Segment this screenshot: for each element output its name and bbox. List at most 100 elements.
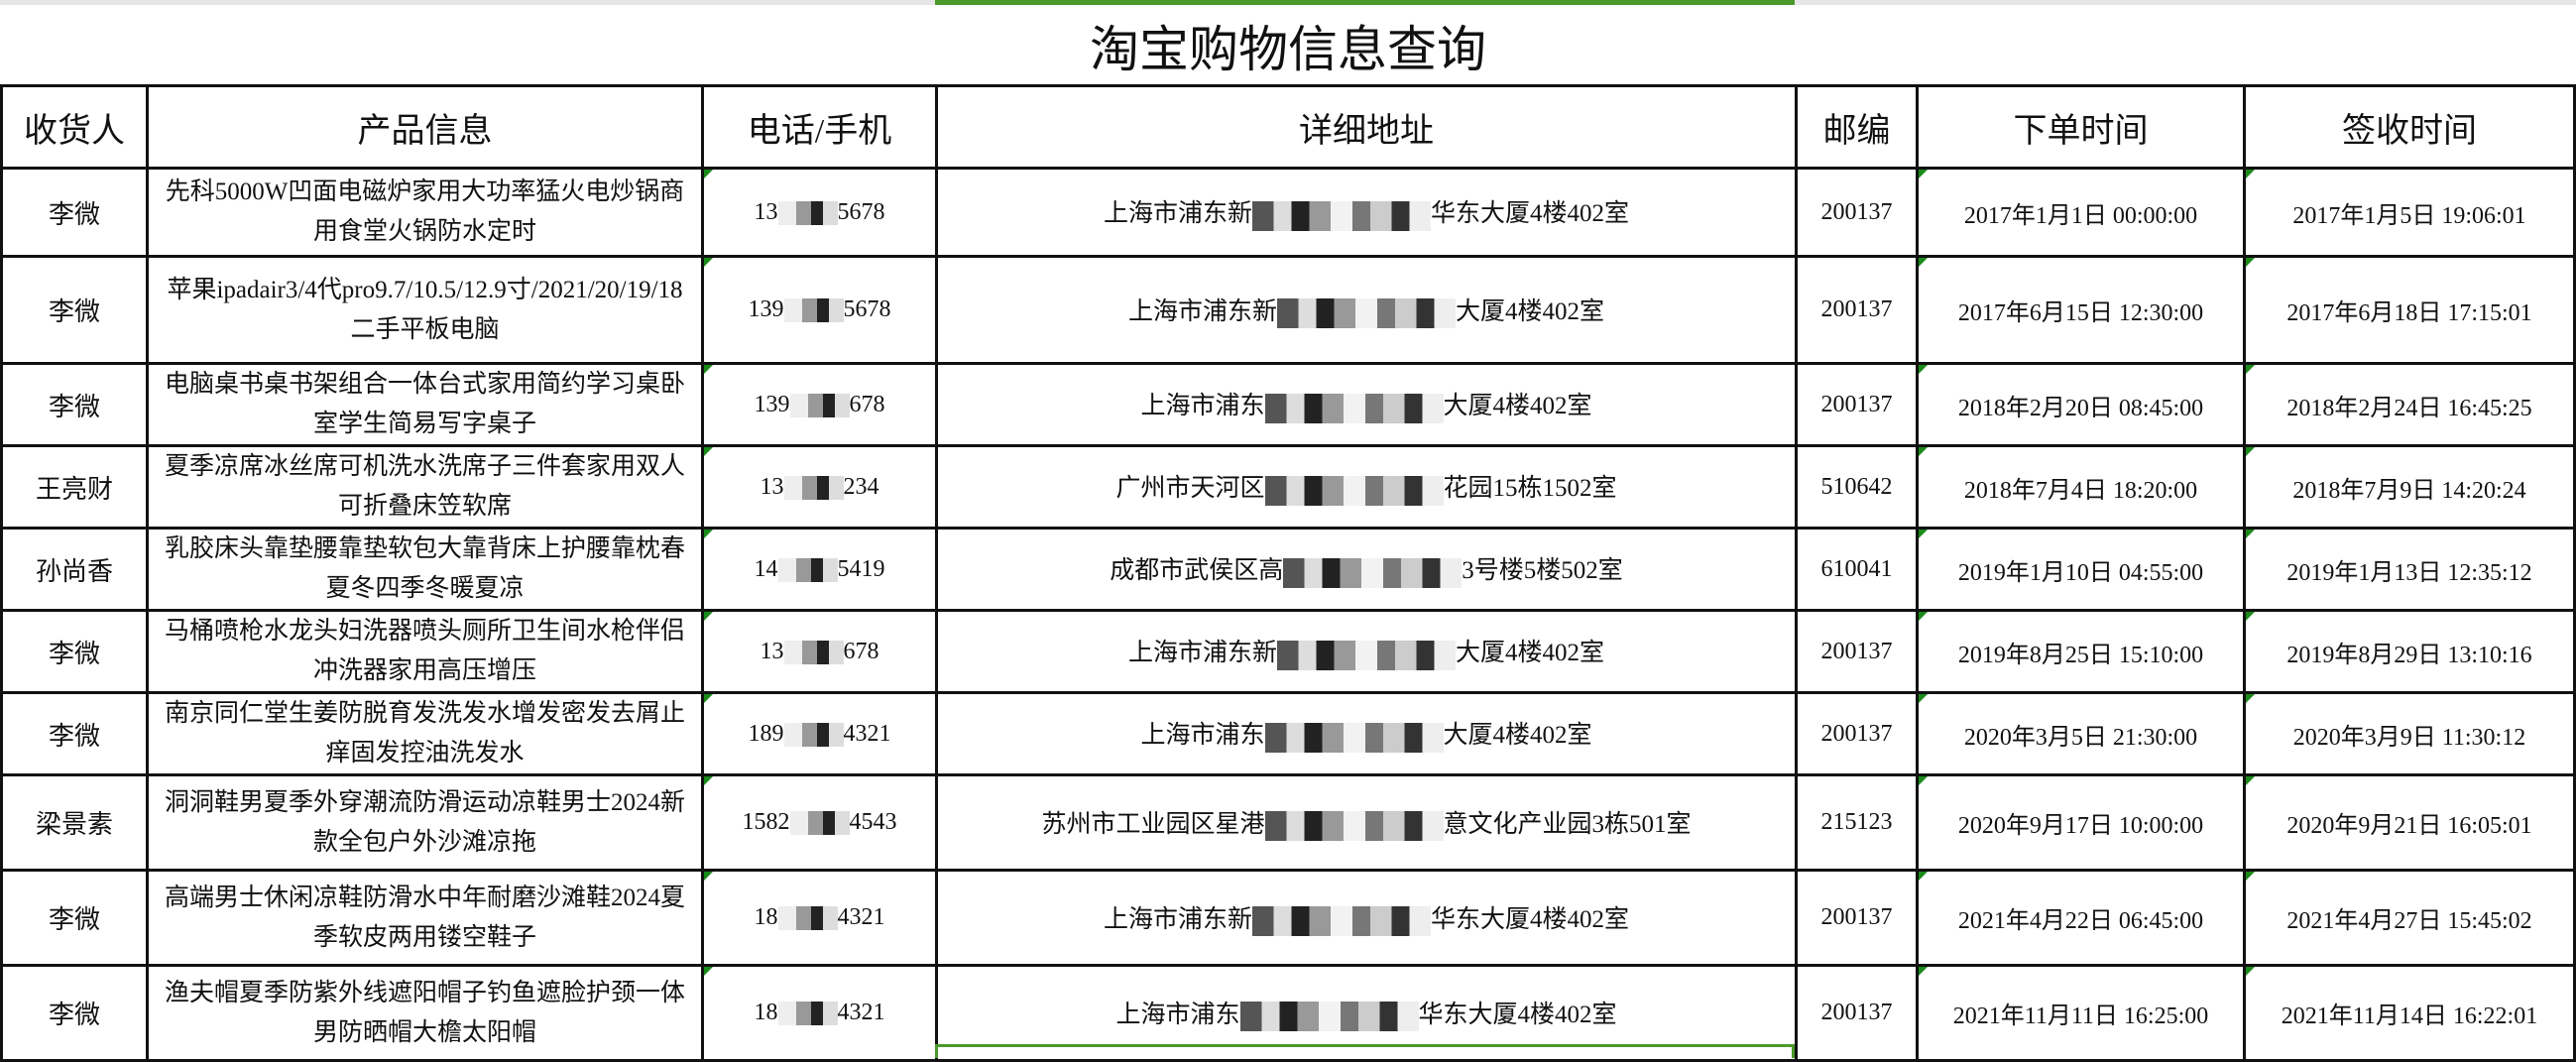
phone-cell[interactable]: 189 4321	[701, 691, 938, 776]
address-cell[interactable]: 苏州市工业园区星港 意文化产业园3栋501室	[935, 773, 1798, 872]
address-suffix: 大厦4楼402室	[1456, 640, 1605, 667]
redacted-mosaic	[777, 1002, 838, 1026]
recipient-cell[interactable]: 李微	[0, 167, 149, 258]
order-time-cell[interactable]: 2021年11月11日 16:25:00	[1916, 964, 2246, 1062]
address-cell[interactable]: 上海市浦东 大厦4楼402室	[935, 362, 1798, 447]
column-header[interactable]: 下单时间	[1916, 84, 2246, 170]
product-cell[interactable]: 乳胶床头靠垫腰靠垫软包大靠背床上护腰靠枕春夏冬四季冬暖夏凉	[146, 527, 704, 612]
sign-time-cell[interactable]: 2018年7月9日 14:20:24	[2243, 444, 2576, 530]
address-suffix: 大厦4楼402室	[1456, 297, 1605, 325]
order-time-cell[interactable]: 2021年4月22日 06:45:00	[1916, 869, 2246, 967]
orders-table: 收货人 产品信息 电话/手机 详细地址 邮编 下单时间 签收时间 李微 先科5000W凹面电磁…	[0, 84, 2576, 1062]
product-cell[interactable]: 先科5000W凹面电磁炉家用大功率猛火电炒锅商用食堂火锅防水定时	[146, 167, 704, 258]
phone-suffix: 4321	[843, 720, 891, 747]
recipient-cell[interactable]: 李微	[0, 362, 149, 447]
zip-cell[interactable]: 200137	[1795, 362, 1919, 447]
address-cell[interactable]: 上海市浦东 华东大厦4楼402室	[935, 964, 1798, 1062]
zip-cell[interactable]: 200137	[1795, 691, 1919, 776]
address-prefix: 广州市天河区	[1115, 475, 1265, 503]
sign-time-cell[interactable]: 2018年2月24日 16:45:25	[2243, 362, 2576, 447]
column-header[interactable]: 签收时间	[2243, 84, 2576, 170]
redacted-mosaic	[783, 475, 844, 500]
recipient-cell[interactable]: 李微	[0, 964, 149, 1062]
table-row: 王亮财 夏季凉席冰丝席可机洗水洗席子三件套家用双人可折叠床笠软席 13 234 广州市天…	[0, 444, 2576, 530]
sign-time-cell[interactable]: 2019年1月13日 12:35:12	[2243, 527, 2576, 612]
sign-time-cell[interactable]: 2020年3月9日 11:30:12	[2243, 691, 2576, 776]
table-row: 李微 渔夫帽夏季防紫外线遮阳帽子钓鱼遮脸护颈一体男防晒帽大檐太阳帽 18 4321 上海…	[0, 964, 2576, 1062]
redacted-mosaic	[777, 557, 838, 582]
zip-cell[interactable]: 200137	[1795, 964, 1919, 1062]
selected-column-indicator	[935, 0, 1795, 5]
column-header-strip	[0, 0, 2576, 5]
redacted-mosaic	[1264, 393, 1444, 423]
zip-cell[interactable]: 200137	[1795, 167, 1919, 258]
column-header[interactable]: 邮编	[1795, 84, 1919, 170]
redacted-mosaic	[1277, 640, 1456, 670]
recipient-cell[interactable]: 王亮财	[0, 444, 149, 530]
recipient-cell[interactable]: 孙尚香	[0, 527, 149, 612]
order-time-cell[interactable]: 2018年7月4日 18:20:00	[1916, 444, 2246, 530]
recipient-cell[interactable]: 李微	[0, 691, 149, 776]
address-cell[interactable]: 上海市浦东新 大厦4楼402室	[935, 255, 1798, 365]
sign-time-cell[interactable]: 2017年6月18日 17:15:01	[2243, 255, 2576, 365]
product-cell[interactable]: 高端男士休闲凉鞋防滑水中年耐磨沙滩鞋2024夏季软皮两用镂空鞋子	[146, 869, 704, 967]
product-cell[interactable]: 洞洞鞋男夏季外穿潮流防滑运动凉鞋男士2024新款全包户外沙滩凉拖	[146, 773, 704, 872]
column-header[interactable]: 收货人	[0, 84, 149, 170]
address-cell[interactable]: 上海市浦东新 华东大厦4楼402室	[935, 869, 1798, 967]
phone-cell[interactable]: 18 4321	[701, 869, 938, 967]
phone-cell[interactable]: 139 678	[701, 362, 938, 447]
sign-time-cell[interactable]: 2020年9月21日 16:05:01	[2243, 773, 2576, 872]
table-row: 孙尚香 乳胶床头靠垫腰靠垫软包大靠背床上护腰靠枕春夏冬四季冬暖夏凉 14 5419 成都…	[0, 527, 2576, 612]
zip-cell[interactable]: 200137	[1795, 255, 1919, 365]
order-time-cell[interactable]: 2020年3月5日 21:30:00	[1916, 691, 2246, 776]
order-time-cell[interactable]: 2019年8月25日 15:10:00	[1916, 609, 2246, 694]
column-header[interactable]: 产品信息	[146, 84, 704, 170]
sign-time-cell[interactable]: 2021年4月27日 15:45:02	[2243, 869, 2576, 967]
zip-cell[interactable]: 610041	[1795, 527, 1919, 612]
phone-prefix: 18	[754, 1000, 778, 1025]
address-cell[interactable]: 上海市浦东新 华东大厦4楼402室	[935, 167, 1798, 258]
order-time-cell[interactable]: 2019年1月10日 04:55:00	[1916, 527, 2246, 612]
sign-time-cell[interactable]: 2021年11月14日 16:22:01	[2243, 964, 2576, 1062]
phone-cell[interactable]: 13 678	[701, 609, 938, 694]
sign-time-cell[interactable]: 2019年8月29日 13:10:16	[2243, 609, 2576, 694]
address-cell[interactable]: 上海市浦东新 大厦4楼402室	[935, 609, 1798, 694]
recipient-cell[interactable]: 李微	[0, 609, 149, 694]
order-time-cell[interactable]: 2020年9月17日 10:00:00	[1916, 773, 2246, 872]
recipient-cell[interactable]: 李微	[0, 869, 149, 967]
column-header[interactable]: 详细地址	[935, 84, 1798, 170]
redacted-mosaic	[789, 811, 850, 836]
phone-suffix: 5419	[837, 555, 885, 582]
zip-cell[interactable]: 200137	[1795, 609, 1919, 694]
column-header[interactable]: 电话/手机	[701, 84, 938, 170]
product-cell[interactable]: 渔夫帽夏季防紫外线遮阳帽子钓鱼遮脸护颈一体男防晒帽大檐太阳帽	[146, 964, 704, 1062]
phone-suffix: 4321	[837, 1000, 885, 1025]
phone-cell[interactable]: 139 5678	[701, 255, 938, 365]
product-cell[interactable]: 夏季凉席冰丝席可机洗水洗席子三件套家用双人可折叠床笠软席	[146, 444, 704, 530]
recipient-cell[interactable]: 李微	[0, 255, 149, 365]
phone-cell[interactable]: 14 5419	[701, 527, 938, 612]
sign-time-cell[interactable]: 2017年1月5日 19:06:01	[2243, 167, 2576, 258]
product-cell[interactable]: 南京同仁堂生姜防脱育发洗发水增发密发去屑止痒固发控油洗发水	[146, 691, 704, 776]
order-time-cell[interactable]: 2017年1月1日 00:00:00	[1916, 167, 2246, 258]
phone-cell[interactable]: 13 5678	[701, 167, 938, 258]
order-time-cell[interactable]: 2017年6月15日 12:30:00	[1916, 255, 2246, 365]
product-cell[interactable]: 电脑桌书桌书架组合一体台式家用简约学习桌卧室学生简易写字桌子	[146, 362, 704, 447]
phone-cell[interactable]: 1582 4543	[701, 773, 938, 872]
zip-cell[interactable]: 215123	[1795, 773, 1919, 872]
order-time-cell[interactable]: 2018年2月20日 08:45:00	[1916, 362, 2246, 447]
address-cell[interactable]: 广州市天河区 花园15栋1502室	[935, 444, 1798, 530]
phone-prefix: 18	[754, 904, 778, 930]
selected-cell[interactable]	[935, 1044, 1795, 1058]
phone-cell[interactable]: 13 234	[701, 444, 938, 530]
phone-prefix: 13	[760, 638, 784, 664]
phone-cell[interactable]: 18 4321	[701, 964, 938, 1062]
address-cell[interactable]: 成都市武侯区高 3号楼5楼502室	[935, 527, 1798, 612]
address-suffix: 意文化产业园3栋501室	[1443, 810, 1692, 838]
product-cell[interactable]: 马桶喷枪水龙头妇洗器喷头厕所卫生间水枪伴侣冲洗器家用高压增压	[146, 609, 704, 694]
zip-cell[interactable]: 200137	[1795, 869, 1919, 967]
zip-cell[interactable]: 510642	[1795, 444, 1919, 530]
address-cell[interactable]: 上海市浦东 大厦4楼402室	[935, 691, 1798, 776]
recipient-cell[interactable]: 梁景素	[0, 773, 149, 872]
product-cell[interactable]: 苹果ipadair3/4代pro9.7/10.5/12.9寸/2021/20/1…	[146, 255, 704, 365]
